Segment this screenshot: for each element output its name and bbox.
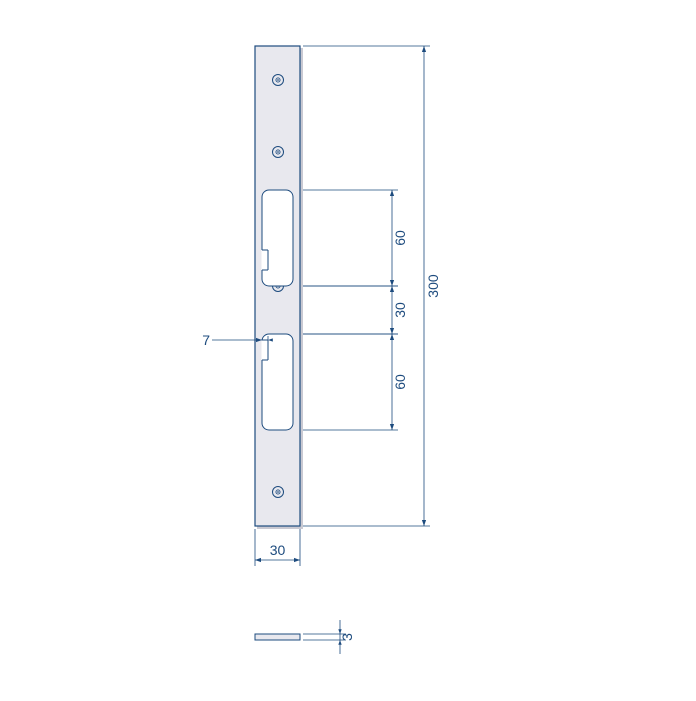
dim-label: 60 — [392, 374, 408, 390]
technical-drawing: 30 300 60 30 60 7 3 — [0, 0, 696, 696]
dim-notch: 7 — [202, 332, 210, 348]
dim-label: 60 — [392, 230, 408, 246]
profile-view — [255, 634, 300, 640]
latch-slot — [262, 190, 293, 286]
dim-thickness: 3 — [339, 633, 355, 641]
dim-width: 30 — [270, 542, 286, 558]
dim-height: 300 — [425, 274, 441, 298]
dim-label: 30 — [392, 302, 408, 318]
